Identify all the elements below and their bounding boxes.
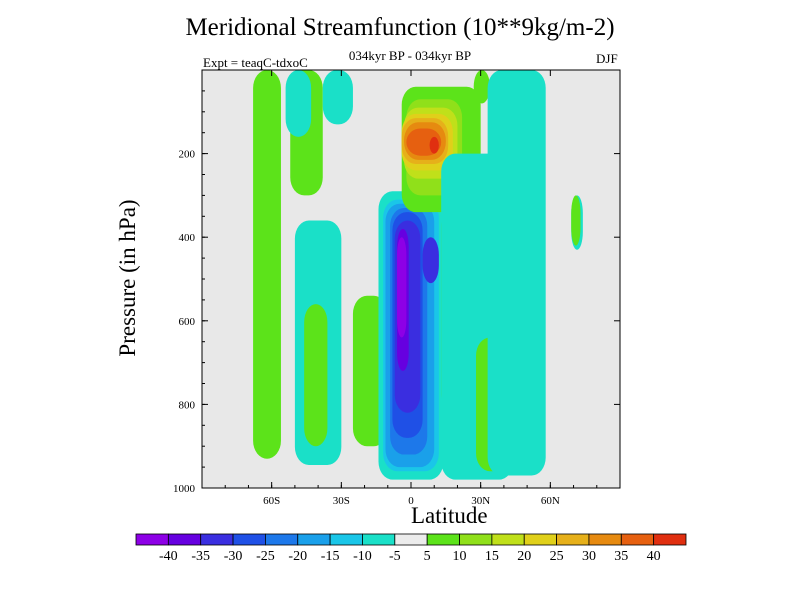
y-tick-label: 600 xyxy=(179,316,196,328)
y-tick-label: 400 xyxy=(179,232,196,244)
colorbar-label: -10 xyxy=(353,549,372,564)
colorbar-boxes xyxy=(135,533,687,546)
colorbar-box xyxy=(232,533,266,546)
y-tick-label: 800 xyxy=(179,399,196,411)
colorbar-box xyxy=(556,533,590,546)
colorbar-box xyxy=(329,533,363,546)
colorbar-label: -40 xyxy=(159,549,178,564)
colorbar-label: -25 xyxy=(256,549,275,564)
contour-region-negative-hadley-core-east xyxy=(422,237,439,284)
experiment-label: Expt = teaqC-tdxoC xyxy=(203,55,308,70)
colorbar-labels: -40 -35 -30 -25 -20 -15 -10 -5 5 10 15 20 25 30 35 40 xyxy=(159,549,661,564)
colorbar-box xyxy=(297,533,331,546)
chart-subtitle: 034kyr BP - 034kyr BP xyxy=(348,48,472,63)
colorbar-label: 20 xyxy=(517,549,531,564)
colorbar-box xyxy=(362,533,396,546)
colorbar-label: -20 xyxy=(288,549,307,564)
colorbar-box xyxy=(200,533,234,546)
colorbar-box xyxy=(394,533,428,546)
y-axis-ticks: 200 400 600 800 1000 xyxy=(173,90,620,495)
y-tick-label: 200 xyxy=(179,149,196,161)
x-axis-label: Latitude xyxy=(411,503,488,528)
colorbar-box xyxy=(491,533,525,546)
colorbar-label: 40 xyxy=(647,549,661,564)
season-label: DJF xyxy=(596,51,618,66)
colorbar-box xyxy=(167,533,202,546)
contour-region-negative-hadley-sh-40 xyxy=(397,237,407,338)
contour-region-negative-band-50S xyxy=(285,70,312,137)
y-tick-label: 1000 xyxy=(173,483,196,495)
x-tick-label: 60N xyxy=(541,495,560,507)
colorbar-box xyxy=(523,533,557,546)
contour-region-negative-band-30S xyxy=(322,70,353,125)
colorbar-box xyxy=(265,533,299,546)
colorbar-box xyxy=(653,533,687,546)
x-tick-label: 0 xyxy=(408,495,414,507)
contour-region-positive-band-75N xyxy=(571,195,581,246)
colorbar-label: -30 xyxy=(224,549,243,564)
x-tick-label: 30S xyxy=(333,495,350,507)
colorbar-label: -35 xyxy=(191,549,210,564)
colorbar-box xyxy=(588,533,622,546)
x-tick-label: 30N xyxy=(471,495,490,507)
colorbar-box xyxy=(620,533,655,546)
colorbar-label: 15 xyxy=(485,549,499,564)
contour-region-positive-cell-40S xyxy=(304,304,328,447)
x-tick-label: 60S xyxy=(263,495,280,507)
colorbar-label: 5 xyxy=(424,549,431,564)
contour-region-positive-hadley-nh-40 xyxy=(429,136,439,154)
colorbar-label: 30 xyxy=(582,549,596,564)
chart-title: Meridional Streamfunction (10**9kg/m-2) xyxy=(185,14,615,41)
colorbar-box xyxy=(459,533,493,546)
colorbar-label: -5 xyxy=(389,549,401,564)
contour-region-positive-band-70S xyxy=(253,70,281,459)
contour-regions xyxy=(253,70,583,480)
colorbar-box xyxy=(426,533,460,546)
colorbar-label: 25 xyxy=(550,549,564,564)
colorbar-box xyxy=(135,533,169,546)
colorbar-label: 35 xyxy=(614,549,628,564)
contour-region-positive-band-40N xyxy=(473,70,490,104)
x-axis-ticks: 60S 30S 0 30N 60N xyxy=(201,70,621,507)
contour-region-negative-band-55N xyxy=(487,70,546,476)
colorbar-label: -15 xyxy=(321,549,340,564)
colorbar-label: 10 xyxy=(453,549,467,564)
